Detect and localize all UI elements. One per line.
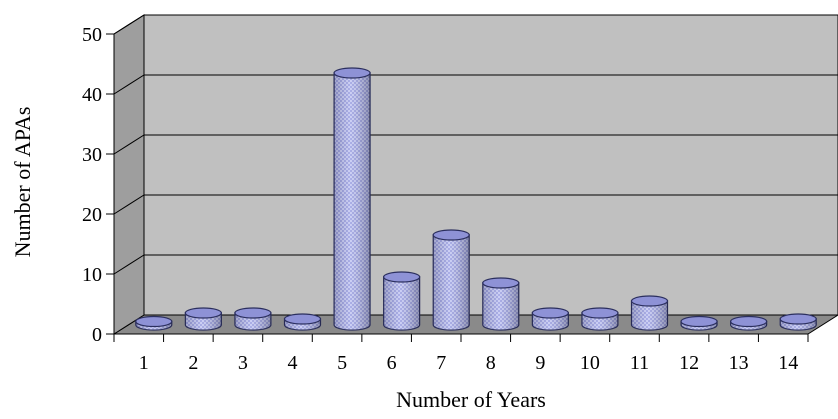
x-tick-label: 12 — [679, 352, 699, 374]
bar-top — [432, 229, 470, 241]
side-wall — [113, 14, 145, 335]
bar-top — [680, 315, 718, 328]
bar-top — [184, 307, 222, 319]
x-tick-label: 3 — [238, 352, 248, 374]
x-tick-label: 1 — [139, 352, 149, 374]
bar-top — [581, 307, 619, 319]
x-tick-label: 8 — [486, 352, 496, 374]
x-tick-label: 9 — [535, 352, 545, 374]
bar-shading — [334, 73, 371, 330]
bar — [581, 307, 619, 331]
y-tick-label: 30 — [82, 144, 102, 166]
bar — [680, 315, 718, 331]
bar — [630, 295, 669, 331]
bar-top — [383, 271, 421, 283]
bar-top — [283, 313, 322, 325]
y-tick-label: 10 — [82, 264, 102, 286]
x-tick-label: 7 — [436, 352, 446, 374]
floor — [112, 314, 838, 335]
gridlines — [113, 14, 838, 275]
bar-top — [333, 67, 371, 79]
gridline — [113, 134, 838, 155]
gridline — [113, 14, 838, 35]
x-tick-label: 10 — [580, 352, 600, 374]
back-wall — [143, 14, 838, 316]
y-axis: 0 10 20 30 40 50 — [82, 24, 115, 346]
y-axis-title: Number of APAs — [10, 107, 35, 258]
x-tick-label: 11 — [630, 352, 649, 374]
bar — [234, 307, 272, 331]
y-tick-label: 0 — [92, 324, 102, 346]
gridline — [113, 254, 838, 275]
bar — [432, 229, 470, 331]
bar-shading — [482, 283, 519, 330]
bar-shading — [433, 235, 470, 330]
x-tick-label: 13 — [729, 352, 749, 374]
bars — [135, 67, 817, 331]
x-tick-label: 6 — [387, 352, 397, 374]
gridline — [113, 74, 838, 95]
x-tick-label: 14 — [778, 352, 798, 374]
y-tick-label: 50 — [82, 24, 102, 46]
bar — [531, 307, 569, 331]
gridline — [113, 194, 838, 215]
bar — [283, 313, 322, 331]
x-tick-label: 5 — [337, 352, 347, 374]
bar-shading — [631, 301, 668, 330]
bar-top — [531, 307, 569, 319]
bar — [135, 315, 173, 331]
bar-top — [779, 313, 817, 325]
bar-top — [630, 295, 669, 307]
bar-top — [482, 277, 520, 289]
bar-top — [730, 315, 768, 328]
y-tick-label: 40 — [82, 84, 102, 106]
bar — [383, 271, 421, 331]
bar-top — [234, 307, 272, 319]
bar — [482, 277, 520, 331]
bar — [779, 313, 817, 331]
x-tick-label: 4 — [288, 352, 298, 374]
bar-top — [135, 315, 173, 328]
x-tick-label: 2 — [188, 352, 198, 374]
bar-shading — [383, 277, 420, 330]
x-axis: 1 2 3 4 5 6 7 8 9 10 11 12 13 14 — [113, 333, 809, 374]
bar — [184, 307, 222, 331]
x-axis-title: Number of Years — [396, 387, 546, 412]
bar — [333, 67, 371, 331]
plot-walls — [112, 14, 838, 335]
y-tick-label: 20 — [82, 204, 102, 226]
bar — [730, 315, 768, 331]
